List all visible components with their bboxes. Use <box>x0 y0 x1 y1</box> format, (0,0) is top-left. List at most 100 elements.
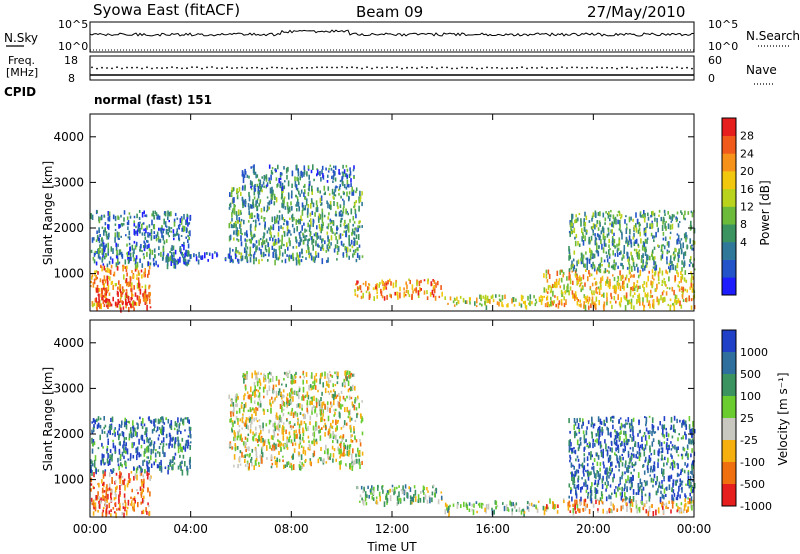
power-pixel <box>244 255 247 260</box>
power-x-ticks <box>89 114 695 311</box>
power-pixel <box>339 179 342 183</box>
velocity-pixel <box>118 435 120 441</box>
power-pixel <box>580 218 582 222</box>
power-pixel <box>270 234 272 238</box>
velocity-pixel <box>661 503 663 508</box>
velocity-pixel <box>623 438 625 443</box>
power-echo-region-6 <box>354 278 443 302</box>
velocity-pixel <box>262 438 264 443</box>
velocity-pixel <box>138 438 140 445</box>
power-pixel <box>134 262 137 266</box>
power-pixel <box>331 221 334 224</box>
power-pixel <box>556 281 558 288</box>
velocity-pixel <box>128 479 131 483</box>
power-pixel <box>651 255 654 261</box>
power-pixel <box>118 280 120 285</box>
velocity-pixel <box>129 457 132 461</box>
velocity-pixel <box>247 395 250 399</box>
velocity-pixel <box>260 455 263 461</box>
power-pixel <box>665 225 667 231</box>
velocity-pixel <box>471 503 473 507</box>
velocity-pixel <box>117 430 119 436</box>
velocity-pixel <box>117 457 119 463</box>
velocity-pixel <box>160 466 163 473</box>
velocity-pixel <box>568 500 571 504</box>
velocity-pixel <box>352 448 354 454</box>
velocity-pixel <box>354 459 357 465</box>
power-pixel <box>337 246 340 252</box>
velocity-pixel <box>109 454 111 459</box>
power-pixel <box>660 216 663 222</box>
velocity-pixel <box>321 372 323 377</box>
power-pixel <box>690 261 692 264</box>
velocity-pixel <box>283 395 285 398</box>
power-pixel <box>105 252 107 256</box>
velocity-pixel <box>400 488 403 492</box>
power-pixel <box>594 224 596 230</box>
velocity-pixel <box>327 430 330 436</box>
power-pixel <box>639 285 641 289</box>
velocity-pixel <box>278 428 280 432</box>
velocity-pixel <box>114 445 116 452</box>
freq-point <box>251 66 253 69</box>
power-pixel <box>569 286 572 291</box>
velocity-pixel <box>125 466 127 469</box>
velocity-pixel <box>302 414 304 417</box>
velocity-pixel <box>305 372 308 377</box>
power-pixel <box>147 240 149 243</box>
velocity-pixel <box>263 376 265 383</box>
power-pixel <box>352 249 355 253</box>
power-pixel <box>185 236 187 239</box>
velocity-pixel <box>568 495 570 499</box>
power-pixel <box>133 240 136 244</box>
velocity-pixel <box>282 459 284 463</box>
velocity-pixel <box>91 448 94 454</box>
velocity-pixel <box>350 439 352 443</box>
power-pixel <box>127 281 130 288</box>
velocity-pixel <box>125 509 128 516</box>
velocity-pixel <box>320 397 322 402</box>
freq-point <box>381 67 383 69</box>
power-pixel <box>152 210 154 217</box>
power-pixel <box>183 214 185 220</box>
power-pixel <box>646 294 648 298</box>
power-pixel <box>585 257 588 261</box>
power-pixel <box>263 241 265 245</box>
velocity-pixel <box>119 478 121 484</box>
power-pixel <box>277 164 279 170</box>
freq-point <box>241 66 243 69</box>
power-pixel <box>278 210 281 213</box>
power-y-tick-label: 2000 <box>53 221 84 235</box>
velocity-pixel <box>255 389 258 392</box>
velocity-pixel <box>93 507 95 510</box>
power-pixel <box>411 284 414 291</box>
velocity-pixel <box>142 489 144 492</box>
velocity-pixel <box>661 468 663 475</box>
velocity-pixel <box>546 504 548 510</box>
power-pixel <box>173 221 176 227</box>
velocity-pixel <box>251 413 253 420</box>
power-pixel <box>628 264 631 270</box>
power-pixel <box>142 296 145 302</box>
velocity-pixel <box>272 446 274 452</box>
velocity-pixel <box>597 439 600 446</box>
velocity-pixel <box>299 375 302 379</box>
power-pixel <box>173 257 175 262</box>
power-pixel <box>328 212 330 216</box>
velocity-pixel <box>259 425 262 430</box>
power-y-tick-label: 3000 <box>53 175 84 189</box>
freq-point <box>526 67 528 70</box>
power-pixel <box>299 251 301 258</box>
velocity-pixel <box>321 409 324 414</box>
velocity-pixel <box>601 483 604 490</box>
velocity-pixel <box>569 504 571 508</box>
power-pixel <box>169 251 171 254</box>
power-pixel <box>356 294 359 298</box>
velocity-pixel <box>594 493 597 500</box>
velocity-pixel <box>235 416 238 420</box>
power-pixel <box>228 223 231 229</box>
power-pixel <box>643 210 645 215</box>
velocity-pixel <box>281 394 283 400</box>
power-pixel <box>625 236 628 243</box>
